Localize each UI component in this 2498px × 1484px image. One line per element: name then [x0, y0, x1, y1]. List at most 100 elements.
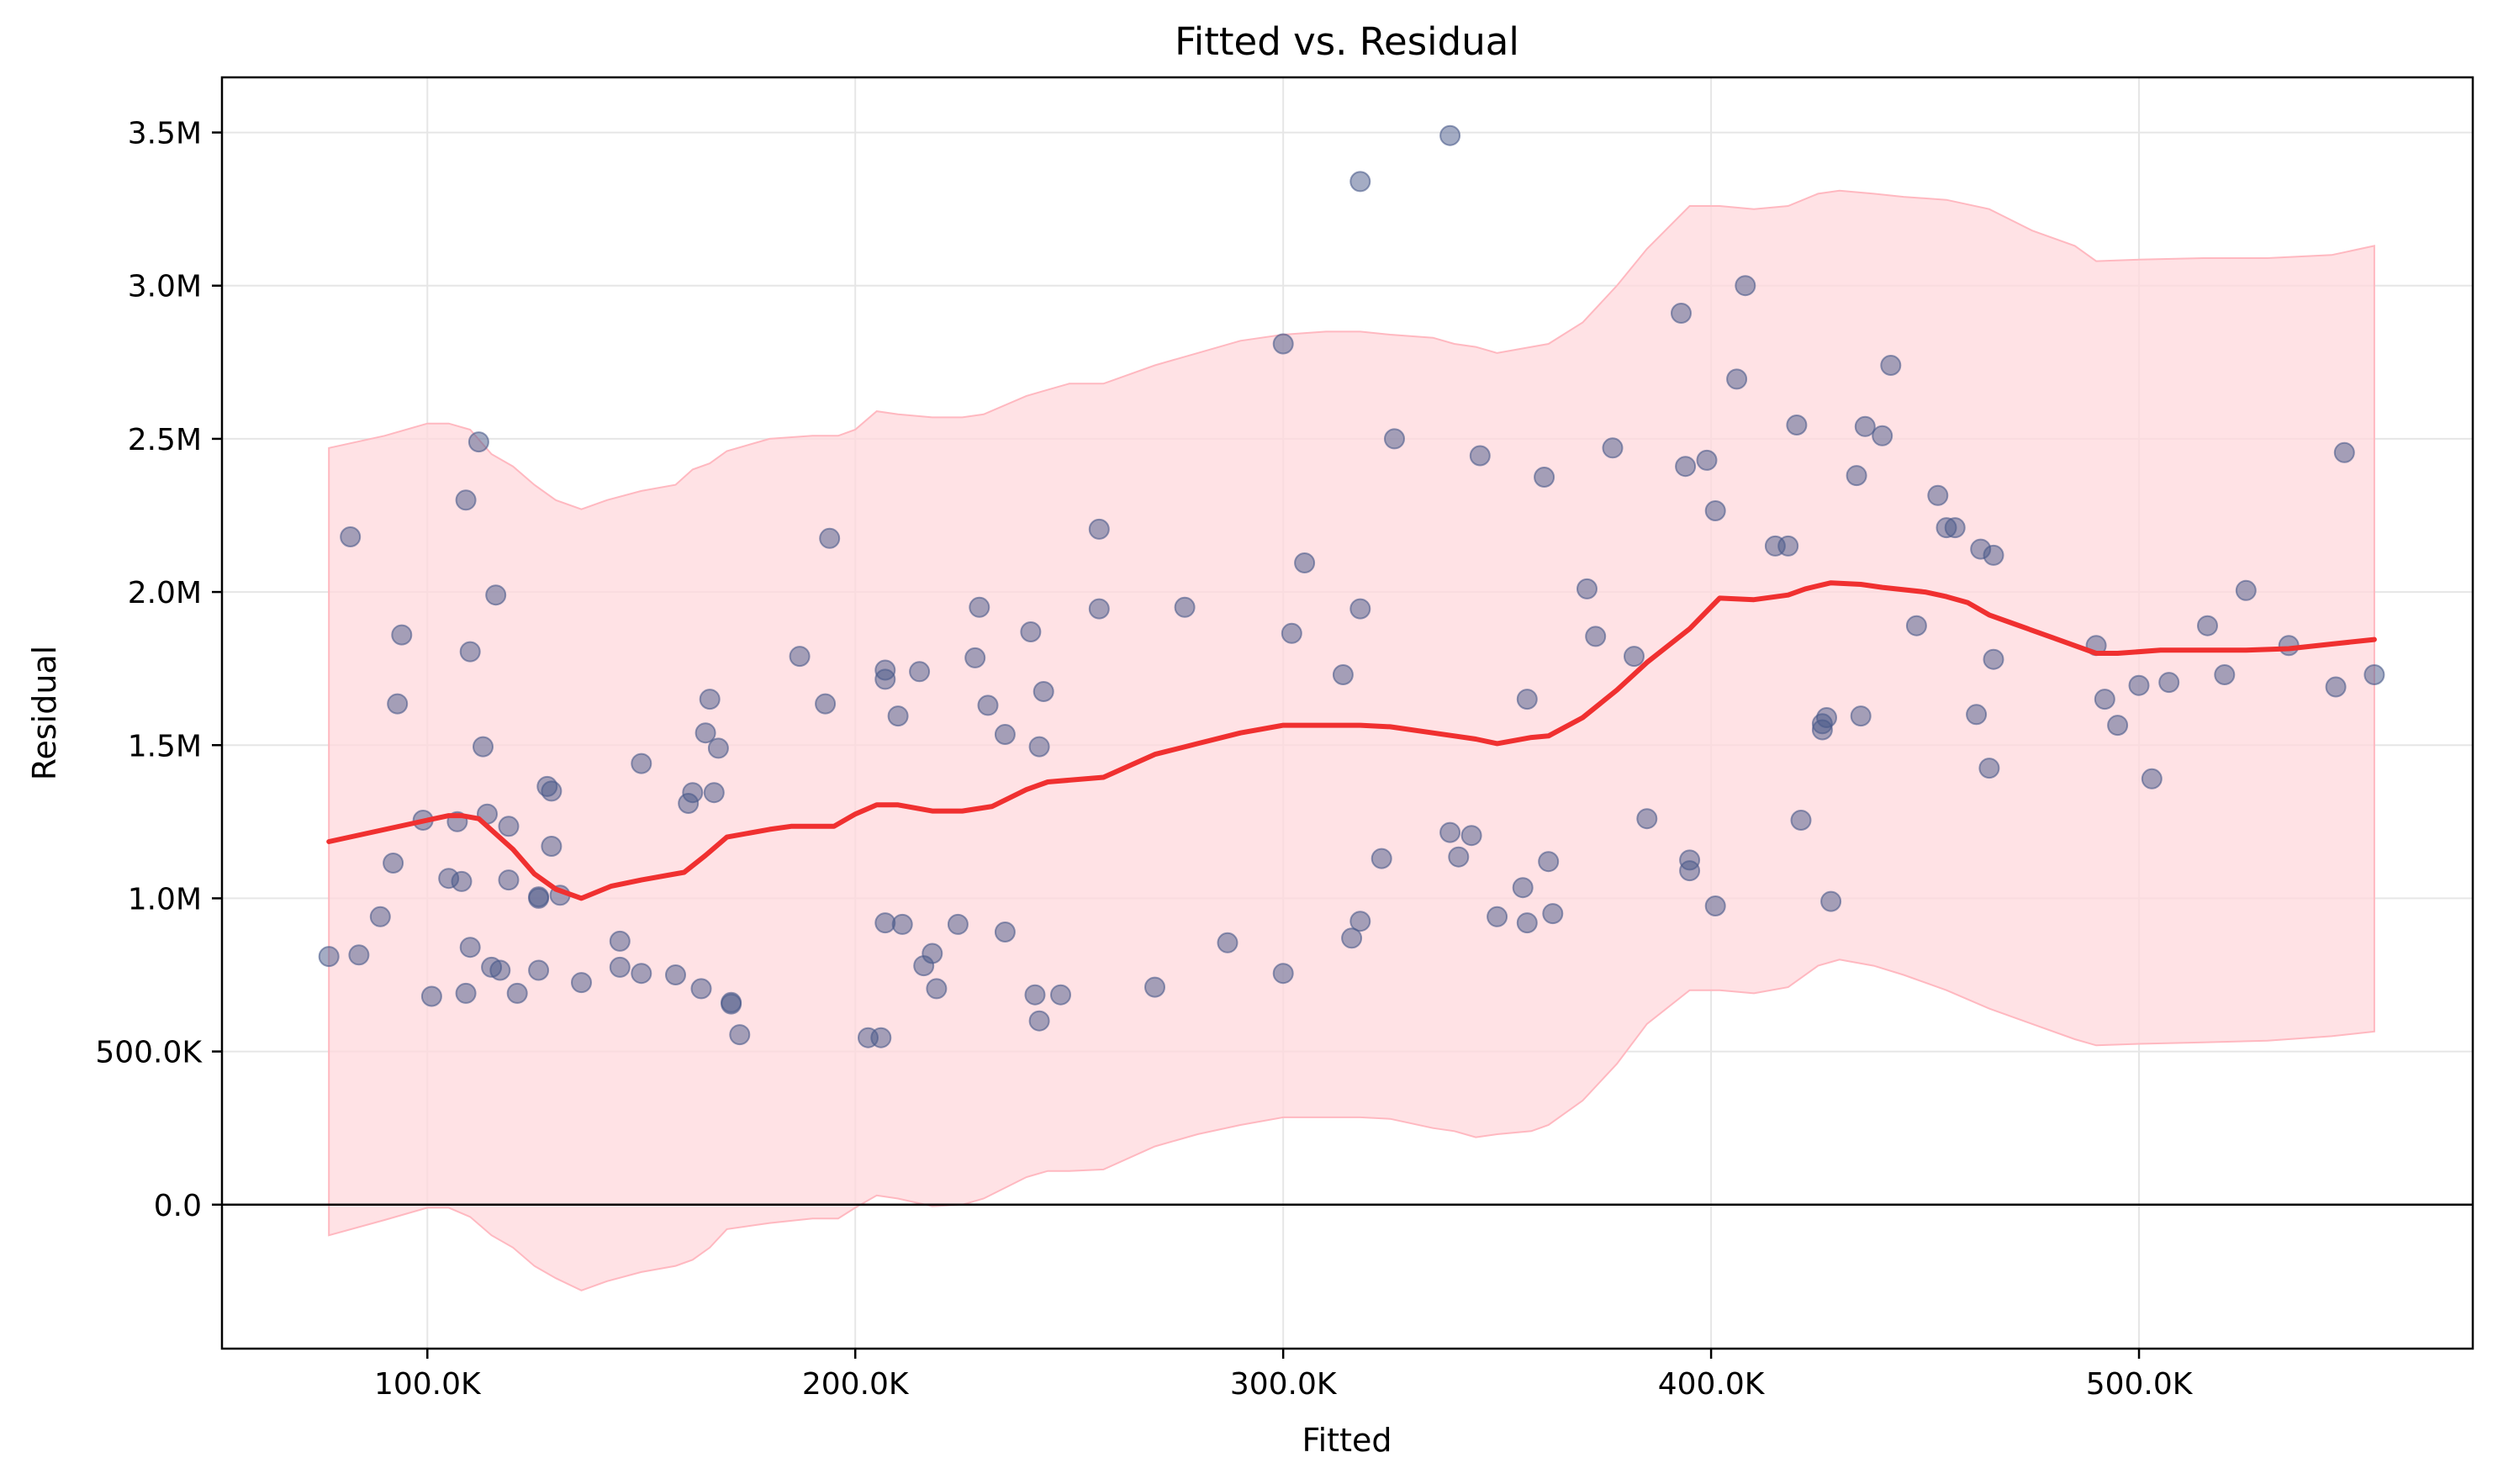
y-tick-label: 1.0M: [128, 882, 202, 916]
data-point: [455, 489, 477, 511]
data-point: [1370, 848, 1392, 869]
data-point: [498, 869, 520, 891]
data-point: [1983, 544, 2004, 566]
data-point: [977, 694, 999, 716]
data-point: [721, 993, 742, 1015]
data-point: [1384, 428, 1405, 450]
data-point: [1332, 664, 1354, 685]
data-point: [541, 780, 562, 802]
data-point: [994, 724, 1016, 745]
data-point: [528, 959, 550, 981]
y-tick-label: 3.5M: [128, 117, 202, 151]
data-point: [1281, 622, 1302, 644]
data-point: [498, 816, 520, 837]
x-axis-label: Fitted: [1302, 1422, 1392, 1459]
data-point: [1028, 736, 1050, 758]
data-point: [2107, 715, 2129, 737]
data-point: [1854, 415, 1876, 437]
data-point: [467, 431, 489, 453]
data-point: [1349, 598, 1371, 620]
data-point: [1816, 707, 1837, 728]
data-point: [1028, 1010, 1050, 1032]
data-point: [473, 736, 494, 758]
x-tick-label: 200.0K: [802, 1367, 910, 1402]
data-point: [1272, 963, 1294, 985]
data-point: [1983, 648, 2004, 670]
data-point: [541, 836, 562, 857]
data-point: [451, 870, 473, 892]
data-point: [631, 963, 652, 985]
data-point: [387, 693, 409, 715]
data-point: [1679, 860, 1701, 882]
data-point: [1786, 415, 1808, 436]
trend-path: [326, 580, 2377, 901]
data-point: [485, 584, 507, 606]
data-point: [682, 782, 704, 804]
data-point: [729, 1024, 751, 1046]
data-point: [631, 753, 652, 774]
data-point: [690, 978, 712, 1000]
data-point: [2128, 674, 2150, 696]
data-point: [1675, 456, 1697, 478]
x-tick-label: 300.0K: [1230, 1367, 1338, 1402]
x-tick-label: 100.0K: [374, 1367, 482, 1402]
chart-title: Fitted vs. Residual: [1175, 19, 1519, 64]
data-point: [1696, 449, 1718, 471]
y-axis-label: Residual: [26, 646, 63, 780]
band-area: [328, 189, 2375, 1291]
data-point: [1516, 912, 1538, 934]
x-tick-label: 400.0K: [1658, 1367, 1766, 1402]
data-point: [1726, 368, 1748, 390]
trend-line: [326, 580, 2377, 901]
data-point: [1349, 911, 1371, 932]
data-point: [891, 913, 913, 935]
data-point: [1294, 552, 1316, 573]
data-point: [994, 922, 1016, 943]
data-point: [1576, 578, 1598, 599]
scatter-points: [318, 124, 2385, 1048]
data-point: [1272, 333, 1294, 355]
data-point: [1469, 445, 1491, 467]
data-point: [1966, 704, 1988, 726]
data-point: [391, 624, 413, 646]
confidence-band: [328, 189, 2375, 1291]
data-point: [2235, 579, 2257, 601]
data-point: [2158, 672, 2180, 694]
data-point: [528, 886, 550, 908]
data-point: [420, 985, 442, 1007]
data-point: [819, 527, 841, 549]
data-point: [1602, 437, 1624, 459]
data-point: [2197, 615, 2218, 636]
data-point: [2094, 689, 2115, 710]
data-point: [1460, 825, 1482, 847]
data-point: [1512, 877, 1534, 899]
data-point: [1032, 681, 1054, 702]
data-point: [1487, 906, 1508, 927]
data-point: [1448, 846, 1470, 868]
data-point: [383, 853, 404, 874]
data-point: [1088, 518, 1110, 540]
y-tick-label: 2.0M: [128, 576, 202, 610]
data-point: [1217, 932, 1238, 953]
data-point: [1341, 927, 1363, 949]
data-point: [703, 782, 725, 804]
data-point: [926, 978, 948, 1000]
y-tick-label: 1.5M: [128, 729, 202, 763]
data-point: [1020, 621, 1042, 642]
data-point: [318, 946, 340, 968]
data-point: [1585, 626, 1607, 647]
data-point: [887, 705, 909, 727]
data-point: [348, 944, 370, 966]
plot-frame: [220, 76, 2474, 1350]
data-point: [707, 737, 729, 759]
data-point: [609, 956, 631, 978]
data-point: [964, 647, 986, 668]
data-point: [1704, 500, 1726, 521]
data-point: [1439, 821, 1461, 843]
data-point: [571, 972, 592, 994]
y-tick-label: 0.0: [154, 1189, 202, 1223]
data-point: [489, 959, 511, 981]
data-point: [2325, 676, 2347, 698]
data-point: [1872, 425, 1893, 446]
